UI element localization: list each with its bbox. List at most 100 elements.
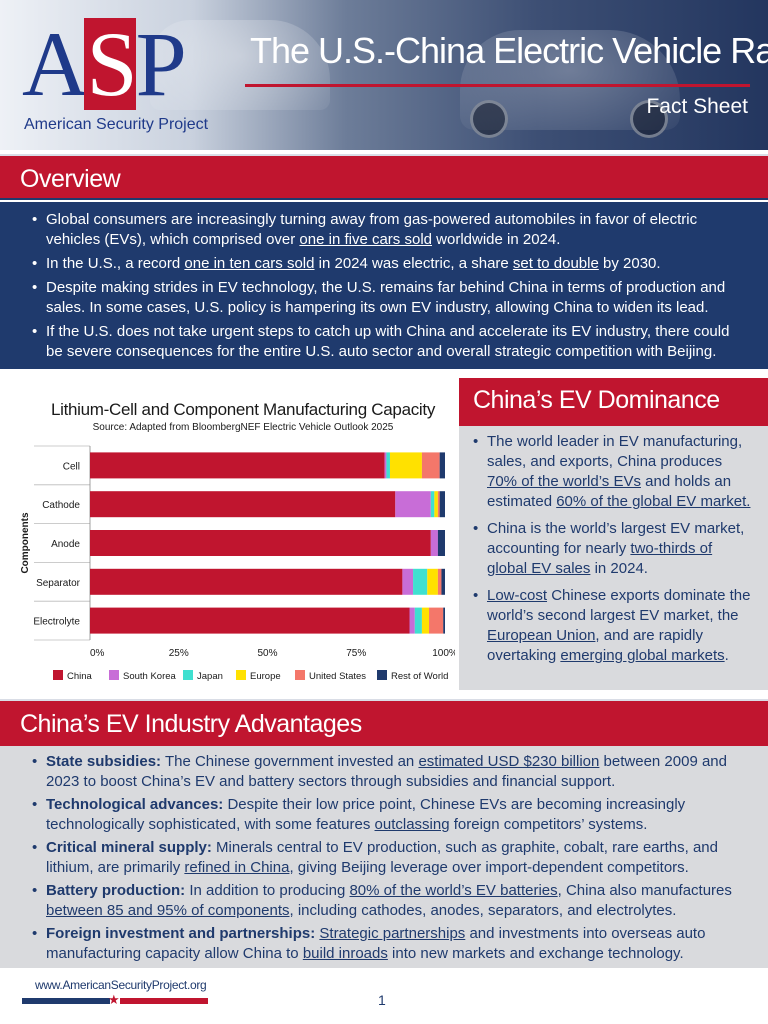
link-low-cost[interactable]: Low-cost: [487, 587, 548, 604]
bar-segment: [90, 530, 431, 556]
link-build-inroads[interactable]: build inroads: [302, 945, 388, 962]
y-axis-title: Components: [20, 512, 31, 574]
stripe-red: [120, 998, 208, 1004]
title-rule: [245, 84, 750, 87]
link-one-in-ten[interactable]: one in ten cars sold: [184, 255, 315, 272]
overview-bullet: • In the U.S., a record one in ten cars s…: [32, 254, 748, 274]
overview-bullet: • Global consumers are increasingly turni…: [32, 210, 748, 250]
legend-label: United States: [309, 671, 366, 682]
legend-swatch: [236, 670, 246, 680]
legend-label: Rest of World: [391, 671, 448, 682]
dominance-list: • The world leader in EV manufacturing, s…: [473, 432, 754, 666]
bar-segment: [414, 607, 422, 634]
advantage-label: Battery production:: [46, 882, 186, 899]
advantages-heading: China’s EV Industry Advantages: [0, 699, 768, 746]
bullet-text: and investments into overseas auto manuf…: [46, 925, 706, 962]
advantage-label: Technological advances:: [46, 796, 224, 813]
bullet-mark: •: [473, 433, 479, 450]
bar-segment: [413, 568, 428, 595]
dominance-heading: China’s EV Dominance: [459, 378, 768, 426]
bullet-mark: •: [32, 925, 38, 942]
car-wheel: [630, 100, 668, 138]
bullet-text: In the U.S., a record: [46, 255, 185, 272]
bar-segment: [434, 491, 438, 518]
bar-segment: [402, 568, 414, 595]
bar-segment: [443, 607, 445, 634]
bullet-mark: •: [473, 520, 479, 537]
advantage-label: Critical mineral supply:: [46, 839, 212, 856]
advantages-section: • State subsidies: The Chinese government…: [0, 746, 768, 968]
link-european-union[interactable]: European Union: [487, 627, 596, 644]
link-strategic-partnerships[interactable]: Strategic partnerships: [319, 925, 466, 942]
logo-letter-p: P: [135, 13, 187, 115]
legend-swatch: [53, 670, 63, 680]
bullet-text: and holds an estimated: [487, 473, 732, 510]
bar-segment: [437, 530, 445, 556]
link-emerging-markets[interactable]: emerging global markets: [560, 647, 725, 664]
category-label: Anode: [51, 539, 80, 550]
bullet-mark: •: [32, 753, 38, 770]
footer-flag-stripe: ★: [22, 992, 208, 1007]
overview-section: • Global consumers are increasingly turni…: [0, 202, 768, 369]
bar-segment: [386, 452, 390, 479]
link-230-billion[interactable]: estimated USD $230 billion: [418, 753, 600, 770]
bar-segment: [384, 452, 387, 479]
link-two-thirds-sales[interactable]: two-thirds of global EV sales: [487, 540, 713, 577]
bullet-mark: •: [32, 211, 38, 228]
bar-segment: [90, 607, 410, 634]
advantages-list: • State subsidies: The Chinese government…: [32, 752, 748, 964]
link-60-percent-market[interactable]: 60% of the global EV market.: [556, 493, 751, 510]
link-70-percent-evs[interactable]: 70% of the world’s EVs: [487, 473, 641, 490]
header-banner: ASP American Security Project The U.S.-C…: [0, 0, 768, 150]
car-wheel: [470, 100, 508, 138]
bullet-text: Global consumers are increasingly turnin…: [46, 211, 698, 248]
bullet-mark: •: [32, 839, 38, 856]
bar-segment: [90, 568, 403, 595]
bar-segment: [430, 530, 438, 556]
link-80-percent-batteries[interactable]: 80% of the world’s EV batteries: [349, 882, 558, 899]
footer-url[interactable]: www.AmericanSecurityProject.org: [35, 978, 207, 992]
link-85-95-components[interactable]: between 85 and 95% of components: [46, 902, 290, 919]
link-set-to-double[interactable]: set to double: [512, 255, 599, 272]
bullet-text: Despite their low price point, Chinese E…: [46, 796, 686, 833]
advantage-bullet: • Technological advances: Despite their l…: [32, 795, 748, 835]
bullet-text: worldwide in 2024.: [432, 231, 561, 248]
advantage-bullet: • Critical mineral supply: Minerals centr…: [32, 838, 748, 878]
bullet-text: , China also manufactures: [557, 882, 732, 899]
legend-swatch: [295, 670, 305, 680]
bullet-text: foreign competitors’ systems.: [449, 816, 648, 833]
dominance-bullet: • The world leader in EV manufacturing, s…: [473, 432, 754, 512]
bullet-text: In addition to producing: [185, 882, 350, 899]
link-outclassing[interactable]: outclassing: [374, 816, 450, 833]
link-refined-in-china[interactable]: refined in China: [184, 859, 290, 876]
legend-label: South Korea: [123, 671, 177, 682]
bullet-text: .: [724, 647, 729, 664]
car-photo-left: [150, 20, 330, 110]
legend-swatch: [109, 670, 119, 680]
bullet-text: , and are rapidly overtaking: [487, 627, 703, 664]
bar-segment: [439, 491, 445, 518]
stripe-blue: [22, 998, 110, 1004]
dominance-section: • The world leader in EV manufacturing, s…: [459, 426, 768, 690]
bar-segment: [421, 452, 440, 479]
overview-list: • Global consumers are increasingly turni…: [32, 210, 748, 362]
x-tick-label: 50%: [257, 648, 277, 659]
dominance-bullet: • China is the world’s largest EV market,…: [473, 519, 754, 579]
page-subtitle: Fact Sheet: [646, 95, 748, 118]
asp-logo: ASP American Security Project: [22, 18, 212, 138]
bar-segment: [429, 607, 444, 634]
overview-heading: Overview: [0, 154, 768, 200]
bullet-text: The world leader in EV manufacturing, sa…: [487, 433, 743, 470]
bullet-text: in 2024 was electric, a share: [314, 255, 513, 272]
link-one-in-five[interactable]: one in five cars sold: [299, 231, 432, 248]
page-number: 1: [378, 992, 386, 1008]
legend-label: China: [67, 671, 93, 682]
overview-bullet: • Despite making strides in EV technology…: [32, 278, 748, 318]
bullet-text: If the U.S. does not take urgent steps t…: [46, 323, 730, 360]
chart-title: Lithium-Cell and Component Manufacturing…: [50, 400, 436, 419]
category-label: Separator: [36, 578, 81, 589]
bar-segment: [421, 607, 430, 634]
x-tick-label: 0%: [90, 648, 105, 659]
overview-heading-text: Overview: [20, 165, 121, 193]
advantage-bullet: • State subsidies: The Chinese government…: [32, 752, 748, 792]
